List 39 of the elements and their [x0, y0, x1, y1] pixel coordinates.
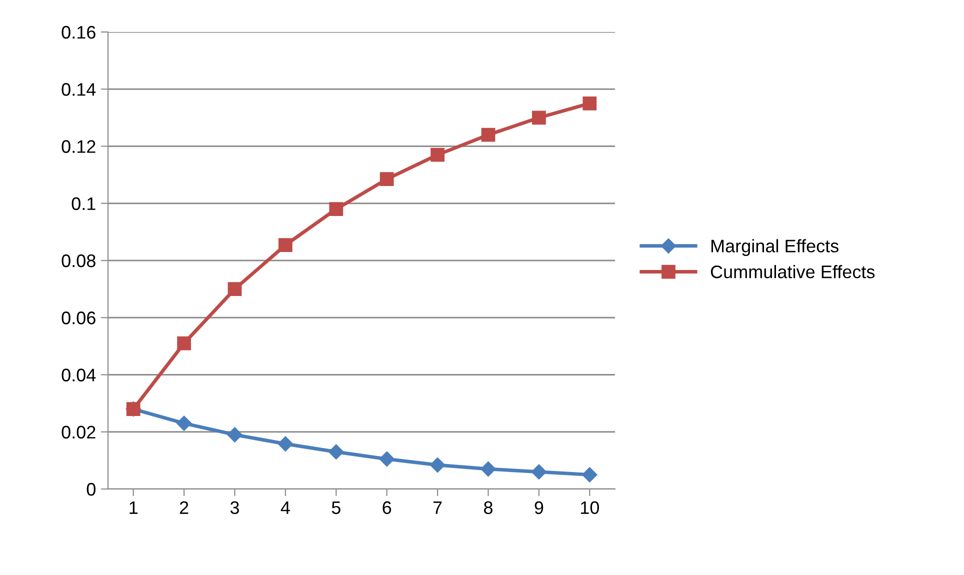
- y-tick-label: 0.14: [62, 83, 96, 96]
- x-tick-label: 3: [230, 501, 239, 514]
- point: [278, 436, 294, 452]
- y-tick-label: 0.12: [62, 140, 96, 153]
- point: [328, 444, 344, 460]
- point: [430, 148, 444, 162]
- y-tick-label: 0.1: [72, 197, 96, 210]
- x-tick-label: 4: [280, 501, 290, 514]
- x-tick-label: 2: [180, 501, 188, 514]
- point: [582, 96, 597, 110]
- x-tick-label: 7: [433, 501, 442, 514]
- point: [278, 238, 292, 252]
- x-tick-label: 5: [332, 501, 340, 514]
- x-tick-label: 9: [534, 501, 544, 514]
- y-tick-label: 0.16: [62, 26, 96, 39]
- point: [176, 416, 192, 431]
- x-tick-label: 6: [382, 501, 392, 514]
- point: [531, 464, 547, 480]
- point: [480, 461, 496, 477]
- point: [430, 457, 446, 473]
- y-tick-label: 0.08: [62, 254, 96, 268]
- x-tick-label: 8: [484, 501, 492, 514]
- y-tick-label: 0: [86, 482, 96, 496]
- x-tick-label: 1: [130, 501, 138, 514]
- y-tick-label: 0.02: [62, 426, 96, 439]
- point: [481, 128, 496, 142]
- point: [329, 202, 344, 216]
- x-tick-label: 10: [580, 501, 599, 514]
- legend-label: Cummulative Effects: [710, 265, 875, 278]
- point: [227, 427, 242, 442]
- y-tick-label: 0.04: [62, 368, 96, 382]
- point: [532, 110, 546, 125]
- point: [379, 451, 394, 467]
- y-tick-label: 0.06: [62, 312, 96, 324]
- point: [228, 282, 242, 296]
- legend-label: Marginal Effects: [711, 239, 838, 256]
- point: [582, 467, 598, 482]
- point: [177, 336, 191, 350]
- point: [380, 172, 394, 186]
